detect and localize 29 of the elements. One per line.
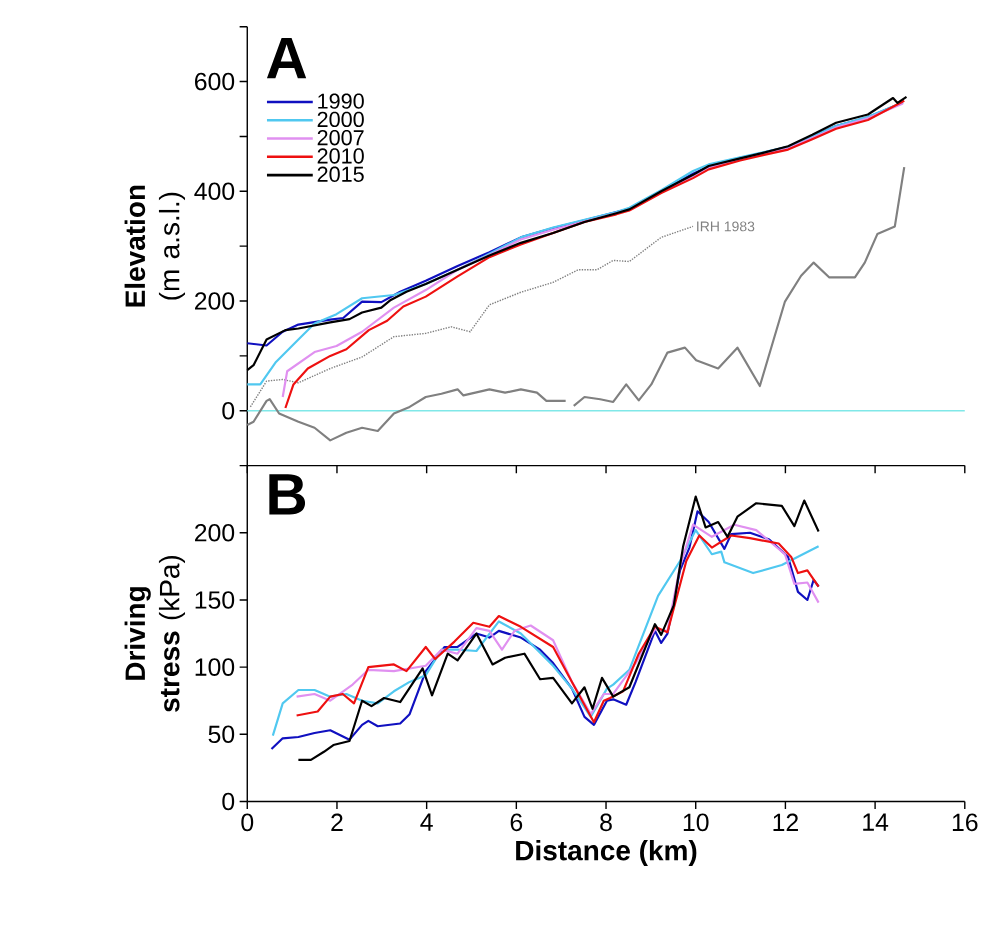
legend-label: 2007	[317, 130, 364, 146]
annotation: B	[269, 474, 306, 515]
y-tick-label: 50	[208, 725, 235, 744]
x-tick-label: 12	[773, 813, 798, 832]
y-tick-label: 0	[222, 792, 235, 811]
x-tick-label: 2	[331, 813, 343, 832]
legend-label: 2000	[317, 111, 364, 128]
legend-label: 1990	[318, 93, 364, 110]
y-tick-label: 400	[194, 182, 235, 201]
x-tick-label: 0	[241, 813, 254, 832]
y-tick-label: 150	[195, 591, 235, 609]
y-tick-label: 0	[222, 402, 235, 420]
y-tick-label: 600	[195, 73, 235, 91]
y-tick-label: 200	[195, 524, 235, 542]
y-axis-title: Elevation (m a.s.l.)	[124, 185, 186, 307]
line-series	[249, 225, 694, 408]
x-tick-label: 8	[600, 813, 612, 832]
legend-label: 2015	[317, 166, 364, 183]
annotation: IRH 1983	[697, 221, 755, 232]
x-tick-label: 4	[420, 813, 433, 831]
annotation: A	[266, 38, 307, 79]
x-axis-title: Distance (km)	[516, 840, 697, 867]
x-tick-label: 16	[952, 813, 978, 832]
legend-label: 2010	[317, 148, 364, 164]
y-tick-label: 100	[195, 658, 235, 677]
y-tick-label: 200	[195, 292, 235, 311]
x-tick-label: 10	[683, 813, 709, 832]
x-tick-label: 14	[863, 813, 889, 831]
x-tick-label: 6	[510, 813, 523, 832]
